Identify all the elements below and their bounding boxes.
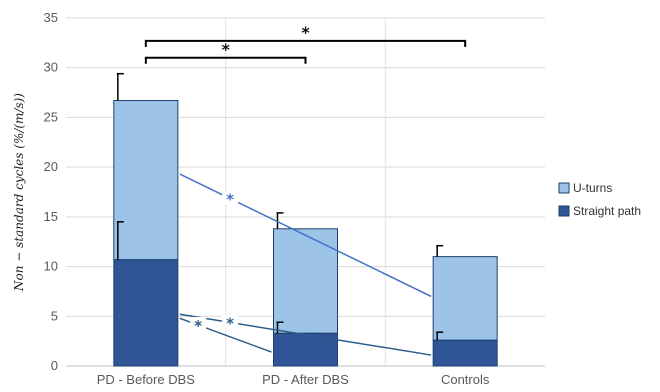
bar-u-turns — [273, 228, 338, 334]
bar-u-turns — [113, 100, 179, 261]
y-tick-label: 0 — [51, 358, 58, 373]
y-tick-label: 30 — [44, 60, 58, 75]
star-background — [222, 190, 239, 205]
y-tick-label: 5 — [51, 308, 58, 323]
significance-bracket — [144, 39, 467, 47]
significance-star: * — [301, 23, 310, 42]
legend-swatch — [558, 182, 570, 194]
significance-star: * — [194, 317, 202, 335]
significance-star: * — [226, 314, 234, 332]
significance-star: * — [221, 40, 230, 59]
y-axis-label: Non − standard cycles (%/(m/s)) — [12, 93, 26, 292]
significance-bracket — [144, 56, 307, 64]
bars — [113, 100, 498, 367]
legend: U-turns Straight path — [558, 181, 641, 218]
legend-swatch — [558, 205, 570, 217]
legend-label: U-turns — [573, 181, 612, 195]
y-tick-label: 15 — [44, 209, 58, 224]
star-background — [222, 314, 239, 329]
star-background — [190, 317, 207, 332]
y-tick-label: 20 — [44, 159, 58, 174]
y-tick-label: 25 — [44, 109, 58, 124]
y-tick-label: 35 — [44, 10, 58, 25]
bar-straight-path — [432, 339, 498, 367]
x-tick-label: PD - Before DBS — [97, 372, 196, 387]
bar-straight-path — [113, 259, 179, 367]
significance-annotations: * * * * * — [144, 23, 467, 356]
significance-line — [179, 173, 432, 298]
y-tick-label: 10 — [44, 259, 58, 274]
bar-u-turns — [432, 256, 498, 341]
y-axis-ticks: 0 5 10 15 20 25 30 35 — [44, 10, 58, 373]
significance-line — [179, 313, 432, 356]
x-axis-ticks: PD - Before DBS PD - After DBS Controls — [97, 372, 490, 387]
significance-star: * — [226, 191, 234, 209]
x-tick-label: Controls — [441, 372, 490, 387]
legend-label: Straight path — [573, 204, 641, 218]
x-tick-label: PD - After DBS — [262, 372, 349, 387]
